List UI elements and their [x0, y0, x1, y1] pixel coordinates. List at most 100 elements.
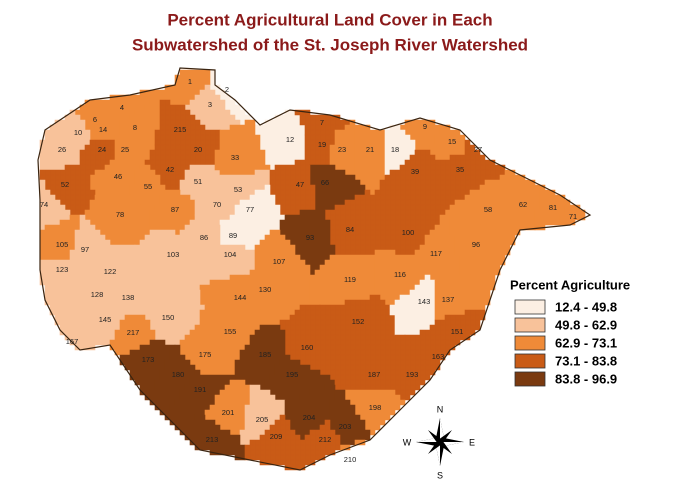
- subwatershed-label: 213: [206, 435, 219, 444]
- subwatershed: [234, 324, 286, 386]
- subwatershed-label: 24: [98, 145, 106, 154]
- subwatershed-label: 66: [321, 178, 329, 187]
- subwatershed-label: 198: [369, 403, 382, 412]
- subwatershed-label: 210: [344, 455, 357, 464]
- legend-label: 73.1 - 83.8: [555, 353, 617, 368]
- subwatershed: [279, 304, 341, 381]
- subwatershed-label: 145: [99, 315, 112, 324]
- subwatershed: [144, 144, 191, 191]
- subwatershed-label: 3: [208, 100, 212, 109]
- subwatershed: [324, 189, 381, 256]
- subwatershed-label: 1: [188, 77, 192, 86]
- subwatershed-label: 86: [200, 233, 208, 242]
- compass-star-light: [416, 418, 464, 466]
- subwatershed-label: 35: [456, 165, 464, 174]
- subwatershed: [429, 124, 466, 161]
- subwatershed-label: 150: [162, 313, 175, 322]
- subwatershed: [259, 354, 336, 401]
- subwatershed-label: 70: [213, 200, 221, 209]
- subwatershed-label: 96: [472, 240, 480, 249]
- legend-swatch: [514, 335, 546, 351]
- subwatershed-label: 74: [40, 200, 48, 209]
- subwatershed-label: 191: [194, 385, 207, 394]
- compass-s: S: [437, 470, 443, 480]
- subwatershed-label: 119: [344, 275, 356, 284]
- subwatershed-label: 123: [56, 265, 69, 274]
- compass-diagonals: [428, 430, 452, 454]
- subwatershed-label: 105: [56, 240, 69, 249]
- subwatershed-label: 209: [270, 432, 283, 441]
- subwatershed-label: 77: [246, 205, 254, 214]
- title-line: Percent Agricultural Land Cover in Each: [167, 10, 492, 29]
- subwatershed-label: 8: [133, 123, 137, 132]
- legend-label: 49.8 - 62.9: [555, 317, 617, 332]
- subwatershed-label: 103: [167, 250, 180, 259]
- subwatershed-label: 97: [81, 245, 89, 254]
- legend-swatch: [514, 353, 546, 369]
- subwatershed-label: 201: [222, 408, 235, 417]
- subwatershed: [39, 124, 81, 171]
- subwatershed-label: 53: [234, 185, 242, 194]
- subwatershed-label: 15: [448, 137, 456, 146]
- subwatershed-label: 203: [339, 422, 352, 431]
- subwatershed-label: 185: [259, 350, 272, 359]
- subwatershed: [119, 339, 176, 401]
- subwatershed-label: 122: [104, 267, 117, 276]
- subwatershed-label: 39: [411, 167, 419, 176]
- legend-swatch: [514, 299, 546, 315]
- subwatershed-label: 7: [320, 118, 324, 127]
- subwatershed-label: 71: [569, 212, 577, 221]
- legend-label: 12.4 - 49.8: [555, 299, 617, 314]
- compass-w: W: [403, 437, 412, 447]
- subwatershed-label: 42: [166, 165, 174, 174]
- subwatershed-label: 18: [391, 145, 399, 154]
- subwatershed-label: 205: [256, 415, 269, 424]
- subwatershed-label: 2: [225, 85, 229, 94]
- title-line: Subwatershed of the St. Joseph River Wat…: [132, 35, 528, 54]
- subwatershed-label: 163: [432, 352, 445, 361]
- subwatershed: [339, 439, 366, 451]
- subwatershed-label: 155: [224, 327, 237, 336]
- subwatershed-label: 10: [74, 128, 82, 137]
- subwatershed-label: 6: [93, 115, 97, 124]
- subwatershed: [379, 199, 446, 256]
- subwatershed-label: 26: [58, 145, 66, 154]
- subwatershed-label: 51: [194, 177, 202, 186]
- subwatershed: [269, 159, 316, 216]
- subwatershed-label: 52: [61, 180, 69, 189]
- subwatershed-label: 128: [91, 290, 104, 299]
- subwatershed-label: 130: [259, 285, 272, 294]
- subwatershed: [199, 274, 261, 321]
- subwatershed: [334, 339, 396, 391]
- watershed-outline: [37, 67, 592, 471]
- subwatershed-label: 151: [451, 327, 464, 336]
- legend-swatch: [514, 317, 546, 333]
- subwatershed: [234, 184, 286, 236]
- subwatershed-label: 55: [144, 182, 152, 191]
- subwatershed-label: 62: [519, 200, 527, 209]
- subwatershed-label: 78: [116, 210, 124, 219]
- legend-title: Percent Agriculture: [510, 277, 630, 292]
- legend-label: 62.9 - 73.1: [555, 335, 617, 350]
- subwatershed-label: 215: [174, 125, 187, 134]
- subwatershed-label: 58: [484, 205, 492, 214]
- subwatershed-label: 19: [318, 140, 326, 149]
- subwatershed-label: 143: [418, 297, 431, 306]
- subwatershed-label: 93: [306, 233, 314, 242]
- subwatershed-label: 204: [303, 413, 316, 422]
- subwatershed-label: 144: [234, 293, 247, 302]
- subwatershed-label: 117: [430, 249, 442, 258]
- subwatershed-label: 25: [121, 145, 129, 154]
- subwatershed-label: 195: [286, 370, 299, 379]
- subwatershed: [84, 194, 151, 246]
- subwatershed-label: 46: [114, 172, 122, 181]
- subwatershed-label: 104: [224, 250, 237, 259]
- compass-e: E: [469, 437, 475, 447]
- legend-swatch: [514, 371, 546, 387]
- subwatershed-label: 47: [296, 180, 304, 189]
- subwatershed: [174, 414, 246, 461]
- subwatershed: [154, 99, 206, 151]
- subwatershed-label: 116: [394, 270, 406, 279]
